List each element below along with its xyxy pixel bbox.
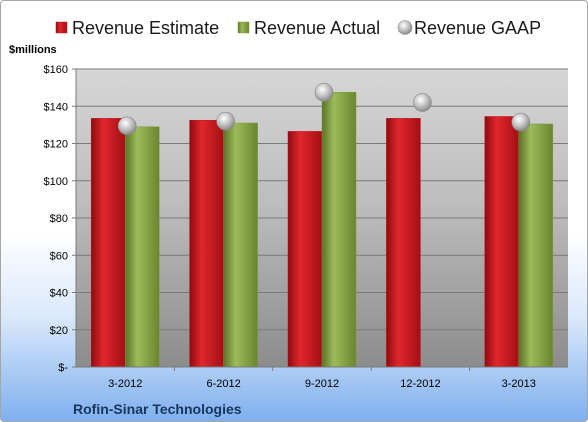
bar-revenue-estimate	[90, 118, 126, 368]
y-tick-label: $100	[44, 176, 68, 188]
marker-revenue-gaap	[314, 82, 334, 102]
company-name: Rofin-Sinar Technologies	[73, 401, 242, 417]
marker-revenue-gaap	[216, 111, 235, 131]
bars	[90, 92, 554, 368]
bar-revenue-estimate	[386, 118, 421, 368]
y-tick-label: $120	[44, 139, 68, 151]
chart-legend: Revenue Estimate Revenue Actual Revenue GA…	[55, 18, 541, 38]
y-tick-label: $160	[44, 64, 68, 76]
y-tick-label: $140	[44, 101, 68, 113]
bar-revenue-estimate	[484, 116, 520, 368]
y-tick-label: $60	[50, 250, 68, 262]
y-axis-ticks: $- $20 $40 $60 $80 $100 $120 $140 $160	[44, 64, 77, 374]
bar-revenue-actual	[321, 92, 357, 368]
y-tick-label: $20	[50, 325, 68, 337]
y-tick-label: $40	[50, 288, 68, 300]
x-tick-label: 9-2012	[305, 378, 339, 390]
y-tick-label: $-	[58, 362, 68, 374]
legend-swatch	[237, 21, 250, 34]
bar-revenue-actual	[124, 126, 160, 368]
y-tick-label: $80	[50, 213, 68, 225]
marker-revenue-gaap	[413, 93, 432, 112]
x-tick-label: 3-2013	[502, 378, 536, 390]
gaap-markers	[117, 82, 531, 136]
y-unit-label: $millions	[9, 44, 57, 56]
x-tick-label: 6-2012	[206, 378, 240, 390]
bar-revenue-estimate	[189, 119, 224, 368]
bar-revenue-actual	[223, 122, 258, 368]
marker-revenue-gaap	[511, 112, 531, 132]
bar-revenue-estimate	[287, 131, 323, 368]
legend-label: Revenue Estimate	[72, 18, 219, 38]
x-axis-ticks: 3-2012 6-2012 9-2012 12-2012 3-2013	[76, 366, 568, 390]
x-tick-label: 3-2012	[108, 378, 142, 390]
legend-swatch	[397, 20, 413, 35]
marker-revenue-gaap	[117, 116, 137, 136]
legend-label: Revenue GAAP	[414, 18, 541, 38]
legend-swatch	[55, 21, 68, 34]
legend-label: Revenue Actual	[254, 18, 380, 38]
x-tick-label: 12-2012	[400, 378, 440, 390]
bar-revenue-actual	[518, 123, 554, 368]
